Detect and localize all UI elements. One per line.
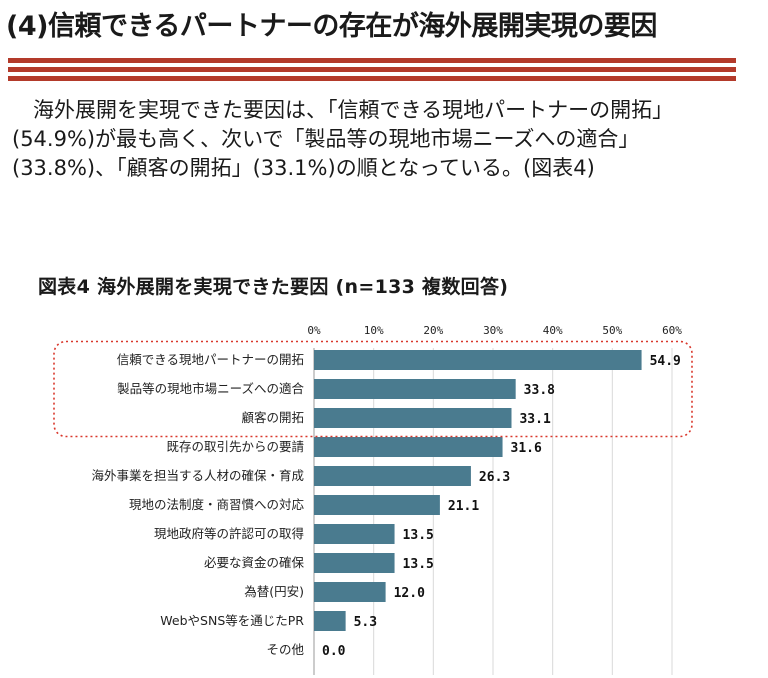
bar-chart: 0% 10% 20% 30% 40% 50% 60% 信頼できる現地パートナーの開拓 54.9 製… (53, 324, 693, 675)
highlight-box (53, 340, 693, 438)
category-label: 為替(円安) (244, 584, 304, 599)
category-label: 既存の取引先からの要請 (166, 439, 304, 454)
bar (314, 408, 512, 428)
bar (314, 582, 386, 602)
stripe (8, 76, 736, 81)
category-label: 信頼できる現地パートナーの開拓 (117, 352, 304, 367)
bar (314, 553, 395, 573)
figure-title: 図表4 海外展開を実現できた要因 (n=133 複数回答) (38, 276, 509, 298)
category-label: その他 (266, 642, 304, 657)
section-heading: (4)信頼できるパートナーの存在が海外展開実現の要因 (6, 11, 657, 42)
bar (314, 524, 395, 544)
bar (314, 495, 440, 515)
bar (314, 379, 516, 399)
value-label: 13.5 (403, 557, 434, 572)
category-label: 現地政府等の許認可の取得 (154, 526, 304, 541)
x-tick-label: 60% (662, 324, 682, 337)
value-label: 31.6 (511, 441, 542, 456)
category-label: 現地の法制度・商習慣への対応 (129, 497, 305, 512)
category-label: WebやSNS等を通じたPR (160, 613, 304, 628)
stripe (8, 58, 736, 63)
x-tick-label: 30% (483, 324, 503, 337)
bar (314, 611, 346, 631)
bar (314, 466, 471, 486)
x-tick-label: 40% (543, 324, 563, 337)
value-label: 33.8 (524, 383, 555, 398)
value-label: 13.5 (403, 528, 434, 543)
value-label: 26.3 (479, 470, 510, 485)
value-label: 12.0 (394, 586, 425, 601)
body-paragraph: 海外展開を実現できた要因は、「信頼できる現地パートナーの開拓」(54.9%)が最… (12, 98, 674, 180)
value-label: 0.0 (322, 644, 346, 659)
value-label: 21.1 (448, 499, 479, 514)
value-label: 54.9 (650, 354, 681, 369)
category-label: 必要な資金の確保 (204, 555, 305, 570)
stripe (8, 67, 736, 72)
x-tick-label: 10% (364, 324, 384, 337)
x-tick-label: 0% (307, 324, 321, 337)
category-label: 製品等の現地市場ニーズへの適合 (117, 381, 304, 396)
value-label: 33.1 (519, 412, 550, 427)
value-label: 5.3 (354, 615, 377, 630)
category-label: 顧客の開拓 (241, 410, 304, 425)
x-tick-label: 20% (423, 324, 443, 337)
x-tick-label: 50% (602, 324, 622, 337)
category-label: 海外事業を担当する人材の確保・育成 (91, 468, 304, 483)
bar (314, 350, 642, 370)
decorative-stripes (8, 50, 736, 90)
bar (314, 437, 503, 457)
